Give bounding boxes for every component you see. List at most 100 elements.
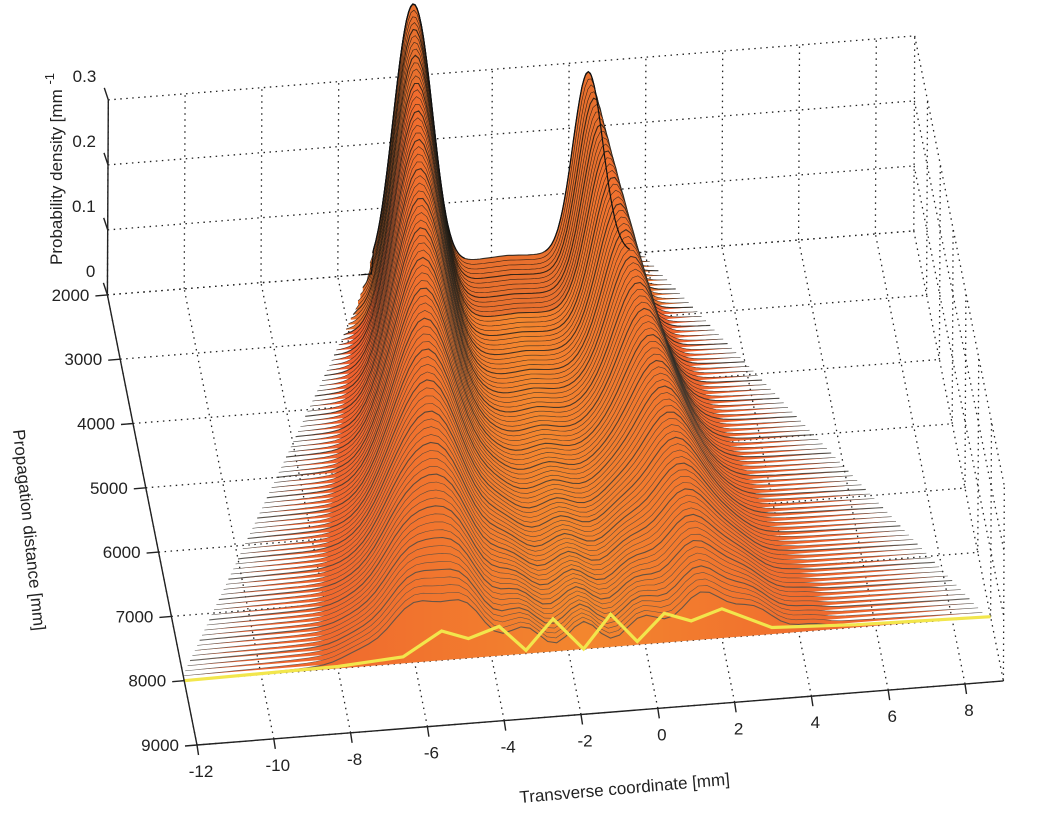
surface-contour bbox=[271, 302, 823, 488]
surface-contour bbox=[204, 521, 944, 631]
side-grid-z bbox=[913, 230, 1005, 682]
surface-contour bbox=[309, 182, 754, 407]
y-tick-label: 9000 bbox=[141, 736, 179, 755]
surface-contour bbox=[223, 458, 910, 590]
surface-contour bbox=[201, 529, 948, 636]
y-tick-mark bbox=[184, 744, 198, 747]
y-tick-label: 7000 bbox=[116, 607, 154, 626]
surface-contour bbox=[259, 341, 845, 514]
y-tick-mark bbox=[146, 551, 159, 554]
surface-contour bbox=[213, 489, 927, 611]
z-axis-line bbox=[106, 99, 109, 295]
y-tick-mark bbox=[95, 294, 108, 297]
probability-surface bbox=[180, 3, 991, 683]
x-tick-mark bbox=[273, 738, 276, 750]
surface-contour bbox=[264, 325, 836, 504]
back-grid-z bbox=[107, 100, 915, 166]
x-tick-mark bbox=[196, 744, 200, 756]
floor-grid-x bbox=[874, 233, 966, 685]
back-grid-x bbox=[797, 44, 801, 241]
side-grid-y bbox=[938, 164, 941, 360]
x-axis-line bbox=[196, 680, 1004, 746]
surface-contour bbox=[228, 441, 901, 580]
x-tick-label: 0 bbox=[657, 725, 666, 744]
y-tick-label: 8000 bbox=[128, 672, 166, 691]
surface-contour bbox=[245, 387, 871, 544]
surface-contour bbox=[235, 418, 888, 565]
y-tick-label: 3000 bbox=[64, 350, 102, 369]
side-grid-y bbox=[925, 100, 929, 296]
surface-contour bbox=[189, 565, 970, 662]
back-grid-z bbox=[108, 35, 915, 101]
surface-contour bbox=[285, 256, 797, 458]
surface-contour bbox=[194, 552, 961, 651]
surface-contour bbox=[249, 371, 862, 534]
surface-contour bbox=[240, 403, 879, 555]
z-tick-label: 0.1 bbox=[72, 197, 96, 216]
surface-contour bbox=[283, 264, 802, 463]
y-tick-mark bbox=[159, 615, 172, 619]
z-tick-label: 0.3 bbox=[73, 67, 97, 86]
back-grid-x bbox=[183, 93, 186, 289]
y-tick-mark bbox=[108, 358, 121, 361]
surface-contour bbox=[225, 450, 905, 585]
back-grid-x bbox=[567, 63, 570, 259]
y-tick-mark bbox=[120, 422, 134, 426]
x-tick-mark bbox=[580, 714, 584, 725]
side-grid-z bbox=[913, 165, 1005, 617]
surface-contour bbox=[237, 410, 884, 560]
z-tick-mark bbox=[103, 217, 109, 231]
z-tick-label: 0 bbox=[86, 262, 95, 281]
surface-contour bbox=[312, 175, 750, 402]
x-tick-label: -12 bbox=[189, 762, 214, 781]
x-tick-label: -6 bbox=[424, 744, 439, 763]
y-tick-mark bbox=[133, 487, 146, 490]
x-tick-label: -10 bbox=[266, 756, 291, 775]
surface-contour bbox=[273, 295, 819, 483]
axes: -12 -10 -8 -6 -4 -2 0 2 4 6 8 2000 3000 4000 5000 6000 7… bbox=[52, 67, 1004, 781]
x-tick-label: 4 bbox=[811, 713, 820, 732]
surface-contour bbox=[221, 466, 914, 595]
surface-contour bbox=[192, 559, 966, 656]
x-tick-mark bbox=[657, 708, 660, 719]
surface-contour bbox=[247, 379, 866, 540]
x-tick-label: -4 bbox=[501, 738, 516, 757]
surface-contour bbox=[288, 249, 793, 453]
surface-contour bbox=[199, 536, 953, 641]
y-axis-title: Propagation distance [mm] bbox=[9, 428, 49, 631]
surface-contour bbox=[242, 395, 875, 549]
floor-grid-x bbox=[183, 288, 275, 740]
back-grid-x bbox=[721, 51, 724, 247]
surface-contour bbox=[187, 571, 974, 666]
front-profile-line bbox=[184, 607, 991, 683]
surface-contour bbox=[302, 205, 767, 422]
surface-contour bbox=[297, 219, 776, 432]
y-tick-label: 4000 bbox=[77, 415, 115, 434]
surface-contour bbox=[185, 578, 979, 672]
surface-contour bbox=[266, 317, 832, 499]
surface-contour bbox=[252, 363, 858, 529]
surface-contour bbox=[295, 227, 780, 438]
surface-contour bbox=[257, 348, 849, 519]
surface-contour bbox=[314, 167, 745, 397]
x-tick-mark bbox=[426, 726, 430, 737]
surface-contour bbox=[218, 473, 918, 601]
side-grid-y bbox=[1002, 485, 1005, 681]
z-axis-title-text: Probability density [mm -1 bbox=[42, 73, 66, 265]
peak-ridge bbox=[544, 70, 631, 252]
z-tick-mark bbox=[103, 152, 109, 166]
side-grid-y bbox=[913, 35, 916, 231]
surface-contour bbox=[307, 190, 758, 412]
z-tick-label: 0.2 bbox=[72, 132, 96, 151]
back-grid-x bbox=[260, 87, 263, 283]
back-grid-x bbox=[644, 57, 647, 253]
side-grid-z bbox=[914, 35, 1005, 487]
surface-contour bbox=[197, 545, 957, 646]
surface-contour bbox=[206, 513, 940, 626]
back-grid-x bbox=[337, 81, 340, 277]
back-grid-z bbox=[107, 165, 915, 231]
x-tick-mark bbox=[964, 683, 968, 695]
x-tick-label: 8 bbox=[964, 701, 973, 720]
surface-contour bbox=[305, 197, 763, 417]
